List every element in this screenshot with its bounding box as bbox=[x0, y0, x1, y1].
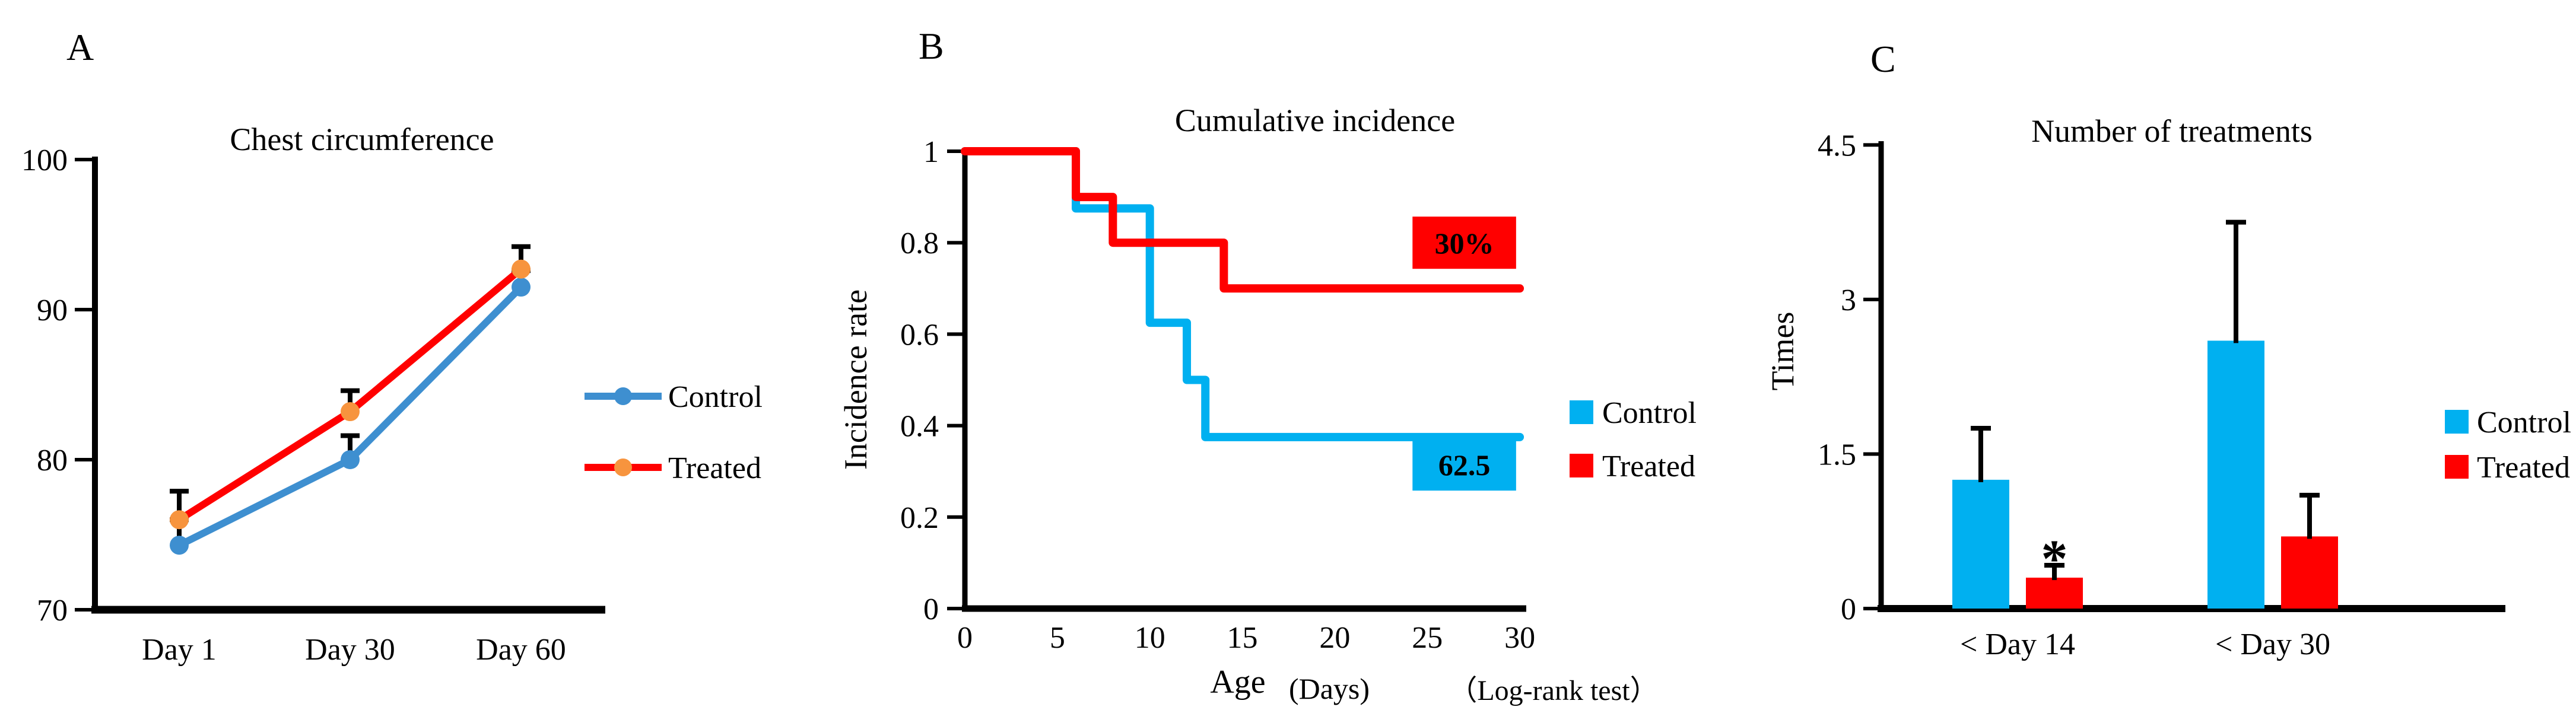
control-marker bbox=[170, 536, 189, 555]
control-bar bbox=[1952, 479, 2009, 609]
x-tick-label: 25 bbox=[1412, 621, 1443, 655]
panel-a-letter: A bbox=[66, 26, 94, 68]
panel-b-letter: B bbox=[919, 25, 944, 67]
annotation-box bbox=[1412, 438, 1516, 491]
number-of-treatments-bar-chart: 4.5 3 1.5 0 Times < Day 14 < Day 30 * Control Tre… bbox=[1765, 129, 2571, 661]
legend-label: Control bbox=[2477, 406, 2571, 440]
x-tick-label: 20 bbox=[1319, 621, 1350, 655]
y-tick-label: 0 bbox=[923, 593, 939, 626]
x-category-label: Day 60 bbox=[476, 633, 566, 667]
chest-circumference-line-chart: 100 90 80 70 Day 1 Day 30 Day 60 Control Treated bbox=[21, 144, 763, 667]
legend-marker bbox=[614, 387, 632, 405]
y-tick-label: 4.5 bbox=[1818, 129, 1856, 163]
y-tick-label: 0.4 bbox=[900, 410, 939, 444]
x-tick-label: 15 bbox=[1227, 621, 1258, 655]
control-bar bbox=[2207, 340, 2264, 609]
legend-label: Treated bbox=[668, 451, 761, 485]
legend-swatch bbox=[1570, 400, 1593, 424]
legend-swatch bbox=[1570, 454, 1593, 477]
y-axis-label: Times bbox=[1765, 311, 1800, 390]
x-category-label: Day 1 bbox=[142, 633, 217, 667]
treated-marker bbox=[170, 510, 189, 530]
y-tick-label: 90 bbox=[37, 294, 68, 327]
legend-swatch bbox=[2445, 455, 2469, 479]
control-step-curve bbox=[961, 147, 1524, 441]
legend-label: Control bbox=[668, 380, 763, 414]
y-tick-label: 70 bbox=[37, 594, 68, 628]
y-tick-label: 1 bbox=[923, 135, 939, 169]
number-of-treatments-title: Number of treatments bbox=[2031, 113, 2313, 149]
treated-step-curve bbox=[961, 147, 1524, 293]
y-tick-label: 0 bbox=[1841, 593, 1856, 626]
chest-circumference-title: Chest circumference bbox=[230, 122, 494, 157]
cumulative-incidence-step-chart: 1 0.8 0.6 0.4 0.2 00 5 10 15 20 25 30 Incidence rate… bbox=[838, 135, 1697, 706]
y-tick-label: 3 bbox=[1841, 284, 1856, 317]
y-tick-label: 80 bbox=[37, 444, 68, 477]
panel-c: C Number of treatments 4.5 3 1.5 0 Times < Da… bbox=[1756, 0, 2576, 726]
legend-swatch bbox=[2445, 410, 2469, 434]
x-axis-label: Age bbox=[1210, 664, 1265, 700]
legend-label: Treated bbox=[2477, 451, 2570, 485]
legend-label: Treated bbox=[1602, 450, 1695, 483]
treated-bar bbox=[2026, 577, 2083, 609]
control-marker bbox=[512, 278, 531, 297]
treated-marker bbox=[341, 402, 360, 422]
annotation-label: 62.5 bbox=[1438, 448, 1491, 482]
panel-a: A Chest circumference 100 90 80 70 Day 1 Day … bbox=[0, 0, 807, 726]
treated-bar bbox=[2281, 536, 2338, 609]
x-category-label: < Day 14 bbox=[1960, 628, 2075, 661]
legend-label: Control bbox=[1602, 396, 1697, 430]
x-tick-label: 30 bbox=[1504, 621, 1535, 655]
x-axis-units-label: (Days) bbox=[1289, 672, 1370, 705]
x-tick-label: 5 bbox=[1050, 621, 1065, 655]
y-axis-label: Incidence rate bbox=[838, 289, 874, 470]
y-tick-label: 0.6 bbox=[900, 318, 939, 352]
x-tick-label: 10 bbox=[1135, 621, 1165, 655]
cumulative-incidence-title: Cumulative incidence bbox=[1174, 103, 1456, 138]
annotation-box bbox=[1412, 216, 1516, 269]
x-tick-label: 0 bbox=[957, 621, 973, 655]
panel-b: B Cumulative incidence 1 0.8 0.6 0.4 0.2 0 0 5 1… bbox=[807, 0, 1756, 726]
significance-asterisk: * bbox=[2041, 530, 2068, 588]
y-tick-label: 100 bbox=[21, 144, 68, 177]
log-rank-test-note: （Log-rank test） bbox=[1449, 675, 1658, 706]
y-tick-label: 1.5 bbox=[1818, 438, 1856, 472]
x-category-label: Day 30 bbox=[305, 633, 395, 667]
y-tick-label: 0.2 bbox=[900, 501, 939, 535]
treated-marker bbox=[512, 259, 531, 279]
annotation-label: 30% bbox=[1435, 227, 1494, 260]
control-marker bbox=[341, 450, 360, 469]
legend-marker bbox=[614, 458, 632, 476]
y-tick-label: 0.8 bbox=[900, 227, 939, 260]
panel-c-letter: C bbox=[1870, 38, 1896, 80]
x-category-label: < Day 30 bbox=[2215, 628, 2330, 661]
